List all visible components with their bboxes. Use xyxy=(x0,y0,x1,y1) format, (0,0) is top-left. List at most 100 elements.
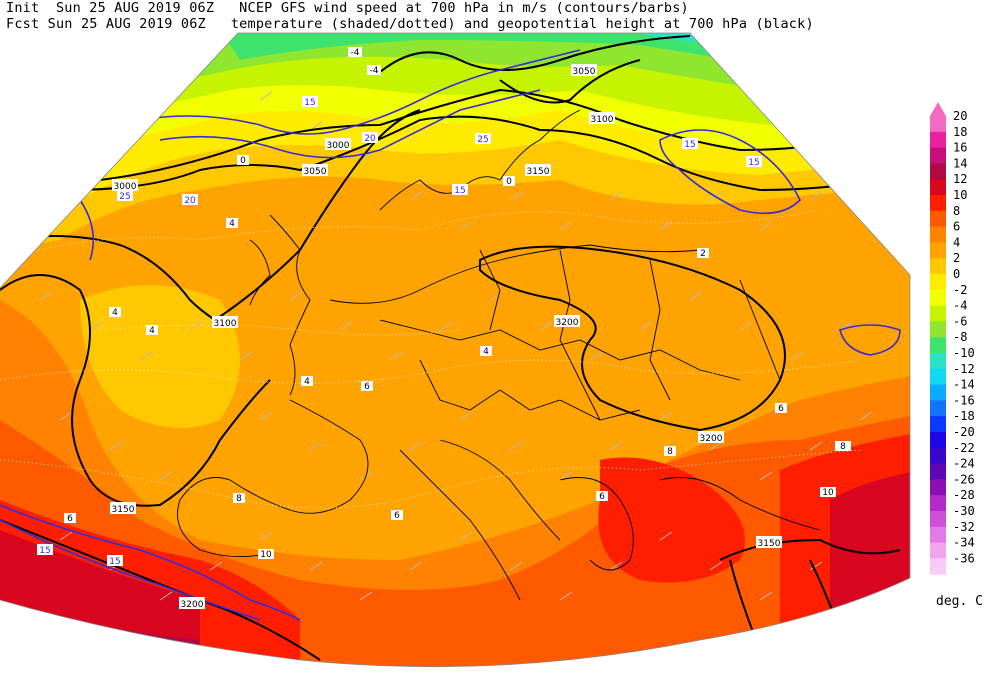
colorbar-swatch xyxy=(930,337,946,354)
colorbar-label: -12 xyxy=(953,362,975,376)
temp-label: 4 xyxy=(229,219,235,229)
height-label: 3000 xyxy=(327,141,350,151)
colorbar-swatch xyxy=(930,242,946,259)
isotherms xyxy=(0,209,861,509)
colorbar-label: -14 xyxy=(953,378,975,392)
temp-label: 0 xyxy=(506,177,512,187)
wind-barbs xyxy=(39,91,873,601)
height-label: 3200 xyxy=(700,434,723,444)
temp-label: 4 xyxy=(112,308,118,318)
colorbar-label: -8 xyxy=(953,330,967,344)
colorbar-label: 2 xyxy=(953,251,960,265)
colorbar-swatch xyxy=(930,147,946,164)
height-label: 3150 xyxy=(758,539,781,549)
colorbar-label: -18 xyxy=(953,409,975,423)
colorbar-swatch xyxy=(930,416,946,433)
height-label: 3200 xyxy=(556,318,579,328)
temp-label: 4 xyxy=(149,326,155,336)
colorbar-swatch xyxy=(930,258,946,275)
colorbar-label: 20 xyxy=(953,109,967,123)
colorbar-label: -30 xyxy=(953,504,975,518)
colorbar-swatch xyxy=(930,353,946,370)
temp-label: 4 xyxy=(304,377,310,387)
temp-label: 2 xyxy=(700,249,706,259)
colorbar-label: 12 xyxy=(953,172,967,186)
wind-label: 20 xyxy=(184,196,196,206)
colorbar-label: -26 xyxy=(953,472,975,486)
colorbar-arrow xyxy=(930,102,946,116)
colorbar-swatch xyxy=(930,463,946,480)
colorbar-label: 14 xyxy=(953,156,967,170)
colorbar-label: 6 xyxy=(953,220,960,234)
colorbar-swatch xyxy=(930,526,946,544)
temp-label: 4 xyxy=(483,347,489,357)
colorbar-label: -36 xyxy=(953,551,975,565)
wind-label: 15 xyxy=(684,140,695,150)
colorbar-label: 18 xyxy=(953,125,967,139)
temp-label: 8 xyxy=(236,494,242,504)
wind-label: 15 xyxy=(304,98,315,108)
height-label: 3150 xyxy=(527,167,550,177)
colorbar-swatch xyxy=(930,432,946,449)
height-label: 3100 xyxy=(591,115,614,125)
colorbar-label: 4 xyxy=(953,235,960,249)
height-label: 3200 xyxy=(181,600,204,610)
map-frame xyxy=(0,32,911,668)
wind-label: 15 xyxy=(454,186,465,196)
temp-label: 0 xyxy=(240,156,246,166)
height-label: 3100 xyxy=(214,319,237,329)
wind-label: 15 xyxy=(109,557,120,567)
colorbar-swatch xyxy=(930,542,946,559)
colorbar-label: -34 xyxy=(953,536,975,550)
colorbar-label: -16 xyxy=(953,393,975,407)
colorbar-swatch xyxy=(930,163,946,180)
height-label: 3050 xyxy=(304,167,327,177)
colorbar-label: -6 xyxy=(953,314,967,328)
colorbar-swatch xyxy=(930,495,946,512)
temp-label: 6 xyxy=(394,511,400,521)
header-forecast-line: Fcst Sun 25 AUG 2019 06Z temperature (sh… xyxy=(6,16,814,32)
temp-label: 8 xyxy=(667,447,673,457)
colorbar-label: -24 xyxy=(953,457,975,471)
colorbar-swatch xyxy=(930,226,946,243)
height-label: 3000 xyxy=(114,182,137,192)
colorbar-label: -2 xyxy=(953,283,967,297)
wind-label: 15 xyxy=(748,158,759,168)
colorbar-swatch xyxy=(930,274,946,291)
temp-label: 10 xyxy=(822,488,834,498)
colorbar-swatch xyxy=(930,289,946,307)
colorbar-swatch xyxy=(930,131,946,149)
colorbar-label: -10 xyxy=(953,346,975,360)
colorbar-label: -22 xyxy=(953,441,975,455)
colorbar-label: 10 xyxy=(953,188,967,202)
temp-label: -4 xyxy=(370,66,379,76)
colorbar-label: -4 xyxy=(953,299,967,313)
temp-label: 6 xyxy=(67,514,73,524)
colorbar: 20181614121086420-2-4-6-8-10-12-14-16-18… xyxy=(930,102,975,575)
header-init-line: Init Sun 25 AUG 2019 06Z NCEP GFS wind s… xyxy=(6,0,689,16)
colorbar-swatch xyxy=(930,447,946,465)
colorbar-swatch xyxy=(930,321,946,338)
temp-label: 6 xyxy=(778,404,784,414)
colorbar-unit: deg. C xyxy=(936,594,983,609)
contour-labels: 3050 3100 3000 3050 3000 3150 3100 3200 … xyxy=(37,47,851,610)
temp-label: 10 xyxy=(260,550,272,560)
temp-label: 6 xyxy=(364,382,370,392)
height-label: 3050 xyxy=(573,67,596,77)
colorbar-label: 0 xyxy=(953,267,960,281)
colorbar-swatch xyxy=(930,195,946,212)
colorbar-label: 8 xyxy=(953,204,960,218)
height-label: 3150 xyxy=(112,505,135,515)
colorbar-swatch xyxy=(930,511,946,528)
wind-label: 25 xyxy=(119,192,130,202)
temp-label: -4 xyxy=(351,48,360,58)
wind-contours xyxy=(0,49,901,621)
coastlines xyxy=(177,109,821,601)
colorbar-swatch xyxy=(930,305,946,322)
colorbar-swatch xyxy=(930,558,946,575)
colorbar-swatch xyxy=(930,400,946,417)
colorbar-label: -28 xyxy=(953,488,975,502)
wind-label: 25 xyxy=(477,135,488,145)
colorbar-label: -20 xyxy=(953,425,975,439)
